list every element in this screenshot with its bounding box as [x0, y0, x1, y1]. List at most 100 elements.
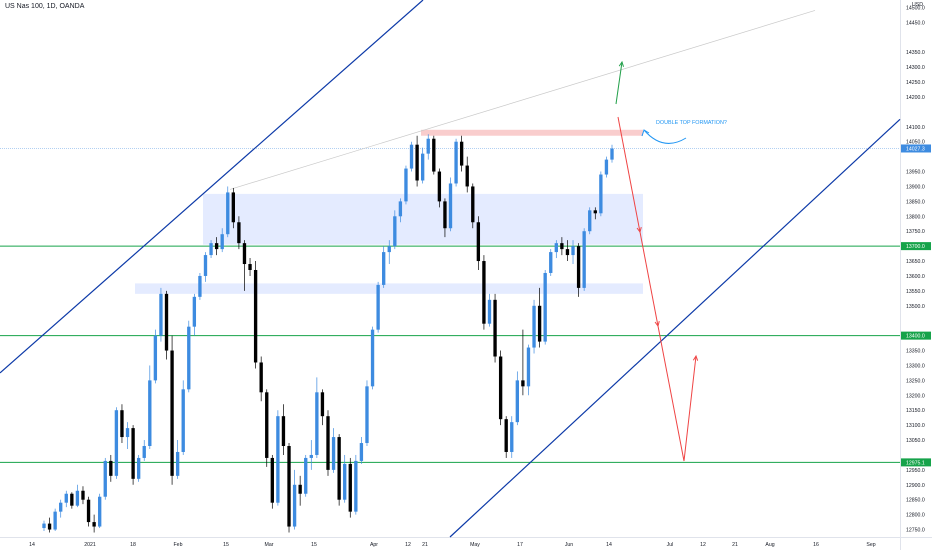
y-tick-label: 13100.0	[906, 423, 925, 429]
candle-body	[203, 255, 208, 276]
candle-body	[504, 419, 508, 452]
candle-body	[454, 141, 458, 184]
candle-body	[270, 457, 274, 503]
candle-body	[348, 463, 352, 512]
trend-line	[229, 10, 816, 190]
arrow-up-projection-head	[618, 60, 624, 67]
arrow-down-3-head	[692, 354, 699, 361]
candle-body	[209, 243, 213, 256]
y-tick-label: 14450.0	[906, 20, 925, 26]
candle-body	[409, 144, 414, 169]
candle-body	[276, 416, 280, 503]
x-tick-label: Apr	[370, 542, 378, 548]
candle-body	[231, 192, 236, 223]
candle-body	[292, 484, 297, 527]
candle-body	[320, 392, 325, 417]
y-tick-label: 12900.0	[906, 483, 925, 489]
x-tick-label: Jul	[667, 542, 674, 548]
candle-body	[515, 380, 520, 423]
candle-body	[304, 457, 308, 494]
x-tick-label: 16	[813, 542, 819, 548]
candle-body	[75, 490, 80, 506]
candle-body	[164, 293, 169, 351]
candle-body	[376, 284, 380, 330]
x-tick-label: Mar	[265, 542, 274, 548]
candle-body	[103, 460, 107, 497]
arrow-up-projection	[615, 61, 623, 105]
price-badge-label: 12975.1	[906, 460, 925, 466]
candle-body	[604, 159, 609, 175]
y-tick-label: 13900.0	[906, 184, 925, 190]
candle-body	[281, 416, 286, 447]
annotation-text: DOUBLE TOP FORMATION?	[656, 120, 727, 126]
double-top-resistance	[421, 129, 643, 136]
price-badge	[901, 144, 931, 153]
candle-body	[59, 502, 63, 512]
candle-body	[114, 410, 119, 476]
candle-body	[582, 231, 586, 288]
candle-body	[521, 380, 525, 387]
candle-body	[214, 243, 219, 250]
candle-body	[588, 210, 592, 232]
x-tick-label: 12	[405, 542, 411, 548]
candle-body	[510, 422, 514, 452]
y-tick-label: 13750.0	[906, 229, 925, 235]
price-badge	[901, 458, 931, 467]
candle-body	[153, 335, 158, 381]
y-tick-label: 13950.0	[906, 170, 925, 176]
candle-body	[315, 392, 319, 455]
candle-body	[309, 454, 313, 458]
candle-body	[131, 428, 135, 479]
candle-body	[593, 210, 597, 214]
candle-body	[253, 269, 258, 363]
candle-body	[576, 246, 581, 288]
arrow-down-1	[617, 116, 641, 233]
candle-body	[198, 275, 202, 297]
y-tick-label: 13500.0	[906, 304, 925, 310]
candle-body	[554, 243, 558, 253]
x-tick-label: May	[470, 542, 480, 548]
candle-body	[448, 183, 453, 229]
price-badge-label: 14027.3	[906, 146, 925, 152]
supply-zone-upper	[203, 193, 643, 245]
candle-body	[187, 326, 191, 390]
candle-body	[610, 148, 614, 160]
candle-body	[482, 261, 486, 324]
y-tick-label: 13850.0	[906, 199, 925, 205]
candle-body	[237, 222, 241, 244]
candle-body	[571, 246, 575, 256]
channel-upper-line	[0, 0, 424, 374]
y-tick-label: 14500.0	[906, 5, 925, 11]
x-tick-label: 21	[422, 542, 428, 548]
candle-body	[426, 138, 430, 154]
annotation-curve	[643, 129, 687, 144]
candle-body	[415, 144, 419, 181]
candle-body	[298, 484, 302, 494]
candle-body	[498, 356, 503, 420]
candle-body	[326, 416, 330, 470]
candle-body	[526, 347, 531, 387]
candle-body	[170, 350, 174, 476]
chart-title: US Nas 100, 1D, OANDA	[5, 3, 85, 10]
x-tick-label: Jun	[565, 542, 573, 548]
candle-body	[70, 493, 74, 506]
candle-body	[226, 192, 230, 235]
y-tick-label: 12750.0	[906, 528, 925, 534]
candle-body	[175, 451, 180, 476]
channel-lower-line	[449, 118, 901, 538]
y-tick-label: 14250.0	[906, 80, 925, 86]
candle-body	[404, 168, 408, 202]
candle-body	[136, 457, 141, 479]
y-tick-label: 14050.0	[906, 140, 925, 146]
y-tick-label: 13550.0	[906, 289, 925, 295]
candle-body	[398, 201, 403, 217]
candle-body	[109, 460, 113, 476]
x-tick-label: 14	[29, 542, 35, 548]
price-badge-label: 13700.0	[906, 244, 925, 250]
arrow-down-2	[639, 231, 659, 327]
y-tick-label: 13300.0	[906, 363, 925, 369]
x-tick-label: 15	[311, 542, 317, 548]
candle-body	[493, 299, 497, 357]
x-tick-label: 14	[606, 542, 612, 548]
